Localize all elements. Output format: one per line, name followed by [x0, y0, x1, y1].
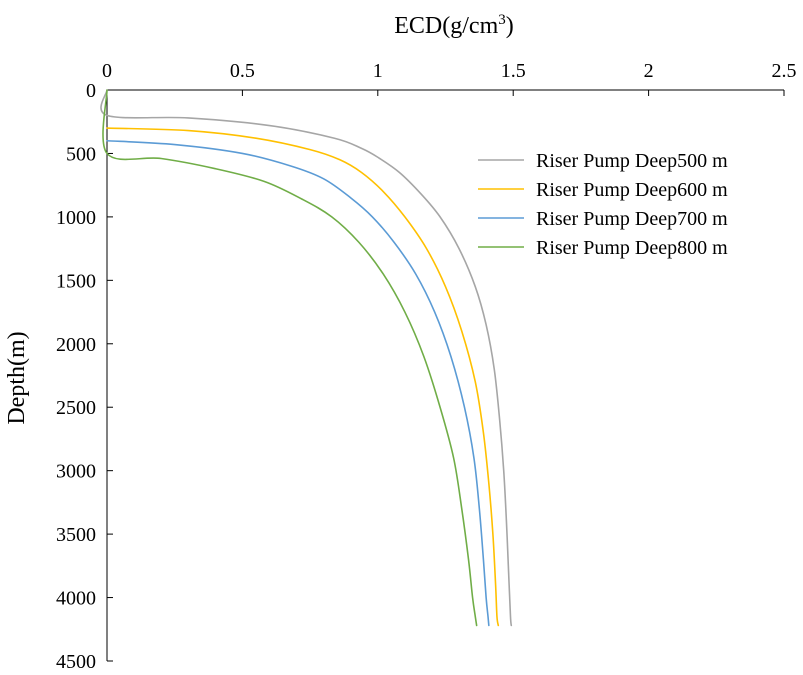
y-tick-label: 500 — [66, 143, 96, 165]
y-tick-label: 2000 — [56, 334, 96, 356]
y-tick-label: 4000 — [56, 588, 96, 610]
y-tick-label: 1500 — [56, 270, 96, 292]
x-axis-title-base: ECD(g/cm — [394, 13, 498, 39]
legend-label: Riser Pump Deep600 m — [536, 179, 728, 201]
x-axis-title: ECD(g/cm3) — [394, 12, 513, 39]
x-tick-label: 2.5 — [772, 60, 797, 82]
y-tick-label: 2500 — [56, 397, 96, 419]
y-axis-title: Depth(m) — [4, 331, 30, 424]
x-tick-label: 2 — [644, 60, 654, 82]
x-tick-label: 1.5 — [501, 60, 526, 82]
y-tick-label: 0 — [86, 80, 96, 102]
legend-label: Riser Pump Deep500 m — [536, 150, 728, 172]
series-line-riser-pump-deep800-m — [102, 89, 478, 627]
x-axis-title-end: ) — [506, 13, 514, 39]
x-axis-title-superscript: 3 — [498, 12, 506, 28]
x-tick-label: 0 — [102, 60, 112, 82]
y-tick-label: 4500 — [56, 651, 96, 673]
y-axis-ticks: 0 500 1000 1500 2000 2500 3000 3500 4000 4500 — [56, 80, 113, 673]
series-line-riser-pump-deep700-m — [106, 139, 490, 627]
series-line-riser-pump-deep600-m — [106, 127, 500, 627]
legend: Riser Pump Deep500 m Riser Pump Deep600 m… — [478, 150, 728, 259]
series-line-riser-pump-deep500-m — [100, 89, 513, 627]
x-tick-label: 0.5 — [230, 60, 255, 82]
y-tick-label: 1000 — [56, 207, 96, 229]
legend-label: Riser Pump Deep700 m — [536, 208, 728, 230]
x-axis-ticks: 0 0.5 1 1.5 2 2.5 — [102, 60, 797, 96]
series-lines — [100, 89, 513, 627]
y-tick-label: 3000 — [56, 461, 96, 483]
x-tick-label: 1 — [373, 60, 383, 82]
y-tick-label: 3500 — [56, 524, 96, 546]
legend-label: Riser Pump Deep800 m — [536, 237, 728, 259]
